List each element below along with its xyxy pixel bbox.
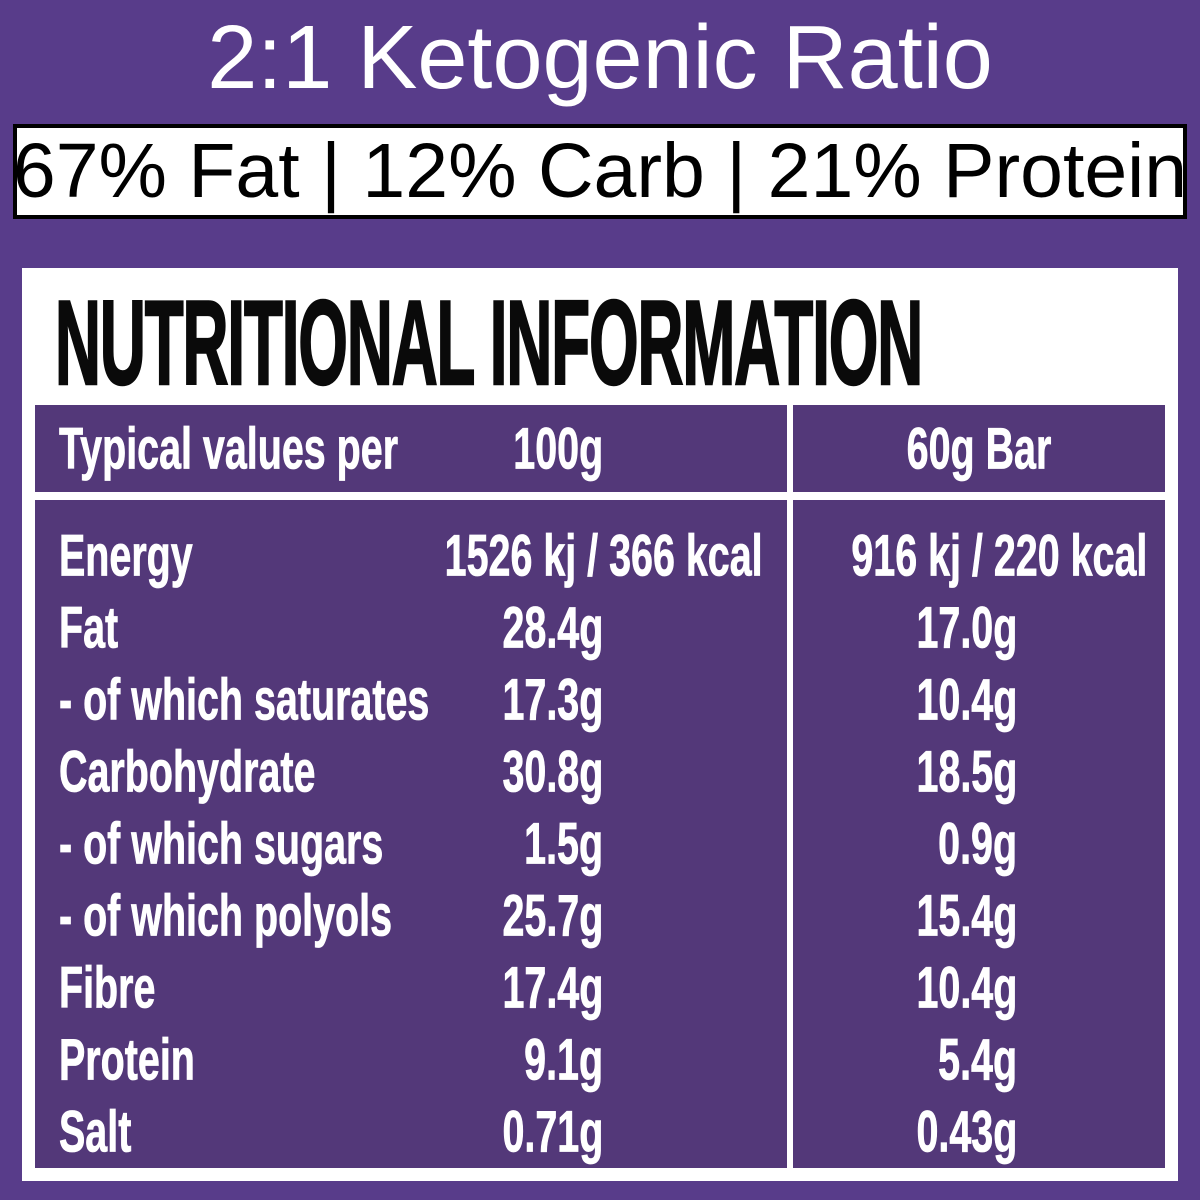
column-header-typical-values: Typical values per [59, 416, 399, 482]
row-label: Carbohydrate [59, 739, 316, 805]
table-header-right-cell: 60g Bar [793, 405, 1165, 492]
nutrition-title: NUTRITIONAL INFORMATION [54, 275, 923, 412]
macro-banner-text: 67% Fat | 12% Carb | 21% Protein [12, 128, 1188, 214]
table-body-right-column: 916 kj / 220 kcal 17.0g 10.4g 18.5g 0.9g 15.4… [793, 500, 1165, 1168]
row-value-60g-bar: 0.43g [916, 1099, 1017, 1165]
column-header-60g-bar: 60g Bar [906, 416, 1052, 482]
row-value-100g: 25.7g [502, 883, 603, 949]
table-row: 10.4g [793, 664, 1165, 736]
table-row: Carbohydrate 30.8g [35, 736, 787, 808]
table-row: Fat 28.4g [35, 592, 787, 664]
row-label: Fibre [59, 955, 156, 1021]
table-row: Energy 1526 kj / 366 kcal [35, 520, 787, 592]
row-value-100g: 1526 kj / 366 kcal [445, 523, 764, 589]
column-header-100g: 100g [513, 416, 603, 482]
row-value-60g-bar: 15.4g [916, 883, 1017, 949]
table-header-row: Typical values per 100g 60g Bar [35, 405, 1165, 492]
row-value-100g: 17.3g [502, 667, 603, 733]
row-value-60g-bar: 916 kj / 220 kcal [850, 523, 1148, 589]
table-row: 0.9g [793, 808, 1165, 880]
row-value-60g-bar: 10.4g [916, 667, 1017, 733]
table-row: - of which saturates 17.3g [35, 664, 787, 736]
table-body-left-column: Energy 1526 kj / 366 kcal Fat 28.4g - of whi… [35, 500, 787, 1168]
table-row: 916 kj / 220 kcal [793, 520, 1165, 592]
row-label: - of which sugars [59, 811, 384, 877]
row-value-60g-bar: 17.0g [916, 595, 1017, 661]
row-label: Energy [59, 523, 193, 589]
row-value-100g: 28.4g [502, 595, 603, 661]
row-value-100g: 1.5g [524, 811, 603, 877]
table-row: 17.0g [793, 592, 1165, 664]
row-label: Fat [59, 595, 119, 661]
table-row: - of which sugars 1.5g [35, 808, 787, 880]
table-header-left-cell: Typical values per 100g [35, 405, 787, 492]
row-label: - of which saturates [59, 667, 430, 733]
table-row: Salt 0.71g [35, 1096, 787, 1168]
row-value-100g: 0.71g [502, 1099, 603, 1165]
table-body: Energy 1526 kj / 366 kcal Fat 28.4g - of whi… [35, 500, 1165, 1168]
nutrition-title-row: NUTRITIONAL INFORMATION [35, 275, 1165, 412]
row-value-100g: 17.4g [502, 955, 603, 1021]
macro-banner: 67% Fat | 12% Carb | 21% Protein [13, 124, 1187, 219]
row-value-100g: 30.8g [502, 739, 603, 805]
row-value-60g-bar: 18.5g [916, 739, 1017, 805]
table-row: 18.5g [793, 736, 1165, 808]
table-row: 5.4g [793, 1024, 1165, 1096]
table-row: Protein 9.1g [35, 1024, 787, 1096]
row-value-60g-bar: 10.4g [916, 955, 1017, 1021]
row-label: - of which polyols [59, 883, 393, 949]
row-label: Salt [59, 1099, 132, 1165]
ratio-title: 2:1 Ketogenic Ratio [207, 8, 993, 108]
row-value-100g: 9.1g [524, 1027, 603, 1093]
table-row: 10.4g [793, 952, 1165, 1024]
row-value-60g-bar: 5.4g [938, 1027, 1017, 1093]
table-row: - of which polyols 25.7g [35, 880, 787, 952]
row-value-60g-bar: 0.9g [938, 811, 1017, 877]
nutrition-card: NUTRITIONAL INFORMATION Typical values p… [22, 268, 1178, 1181]
table-row: Fibre 17.4g [35, 952, 787, 1024]
table-row: 15.4g [793, 880, 1165, 952]
row-label: Protein [59, 1027, 195, 1093]
table-row: 0.43g [793, 1096, 1165, 1168]
